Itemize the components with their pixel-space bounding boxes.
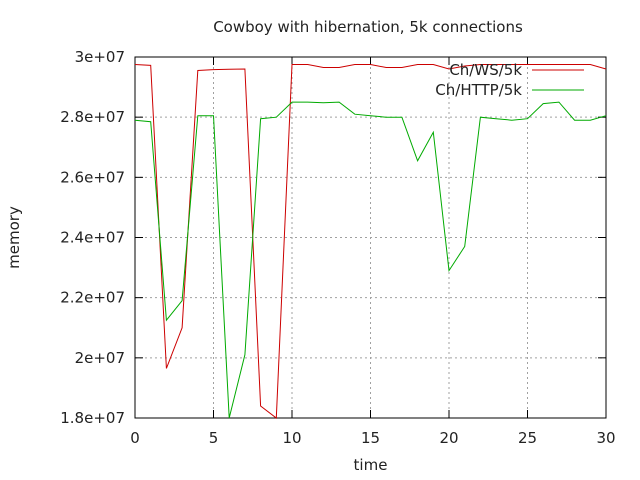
y-tick-label: 3e+07 [75, 48, 125, 66]
x-tick-label: 15 [361, 429, 380, 447]
y-axis-label: memory [5, 206, 23, 269]
y-tick-label: 2.2e+07 [60, 289, 125, 307]
axis-ticks: 0 5 10 15 20 25 30 1.8e+07 2e+07 2.2e+07 2.4e+07 2.… [60, 48, 615, 447]
y-tick-label: 1.8e+07 [60, 409, 125, 427]
grid [135, 57, 606, 418]
x-tick-label: 0 [130, 429, 140, 447]
y-tick-label: 2.4e+07 [60, 229, 125, 247]
x-tick-label: 25 [518, 429, 537, 447]
legend-label: Ch/HTTP/5k [435, 81, 522, 99]
x-tick-label: 5 [209, 429, 219, 447]
y-tick-label: 2.8e+07 [60, 108, 125, 126]
x-tick-label: 10 [282, 429, 301, 447]
chart-title: Cowboy with hibernation, 5k connections [213, 18, 523, 36]
y-tick-label: 2e+07 [75, 349, 125, 367]
series-group [134, 64, 607, 419]
legend: Ch/WS/5k Ch/HTTP/5k [435, 61, 584, 99]
x-tick-label: 20 [439, 429, 458, 447]
x-axis-label: time [354, 456, 388, 474]
x-tick-label: 30 [596, 429, 615, 447]
series-line-ch-ws-5k [134, 64, 607, 419]
series-line-ch-http-5k [134, 101, 607, 419]
y-tick-label: 2.6e+07 [60, 168, 125, 186]
legend-label: Ch/WS/5k [449, 61, 522, 79]
